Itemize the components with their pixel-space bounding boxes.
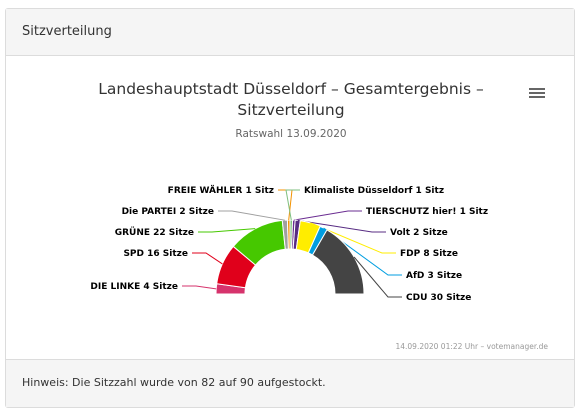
connector-line — [218, 210, 285, 221]
chart-title: Landeshauptstadt Düsseldorf – Gesamterge… — [98, 80, 484, 119]
seat-chart: DIE LINKE 4 Sitze SPD 16 Sitze GRÜNE 22 Si… — [90, 185, 488, 303]
data-label: FDP 8 Sitze — [400, 249, 458, 259]
connector-line — [297, 219, 386, 233]
slice-cdu[interactable] — [311, 229, 365, 295]
chart-container: DIE LINKE 4 Sitze SPD 16 Sitze GRÜNE 22 Si… — [6, 56, 574, 361]
hamburger-menu-icon[interactable] — [526, 86, 548, 104]
data-label: GRÜNE 22 Sitze — [115, 227, 194, 238]
connector-line — [353, 256, 402, 298]
card-footer: Hinweis: Die Sitzzahl wurde von 82 auf 9… — [6, 359, 574, 407]
connector-line — [285, 189, 300, 221]
chart-subtitle: Ratswahl 13.09.2020 — [235, 128, 347, 140]
connector-line — [198, 228, 256, 233]
footer-note: Hinweis: Die Sitzzahl wurde von 82 auf 9… — [22, 376, 326, 389]
data-label: DIE LINKE 4 Sitze — [90, 282, 178, 292]
data-label: Die PARTEI 2 Sitze — [122, 207, 214, 217]
data-label: Klimaliste Düsseldorf 1 Sitz — [304, 186, 444, 196]
connector-line — [278, 189, 293, 221]
data-label: CDU 30 Sitze — [406, 293, 471, 303]
card-title: Sitzverteilung — [22, 24, 112, 39]
card-header: Sitzverteilung — [6, 9, 574, 56]
connector-line — [182, 285, 217, 290]
data-label: FREIE WÄHLER 1 Sitz — [168, 185, 274, 196]
data-label: SPD 16 Sitze — [123, 249, 188, 259]
data-label: TIERSCHUTZ hier! 1 Sitz — [366, 207, 488, 217]
data-label: Volt 2 Sitze — [390, 228, 448, 238]
connector-line — [310, 222, 396, 254]
connector-line — [293, 210, 362, 221]
data-label: AfD 3 Sitze — [406, 271, 462, 281]
seat-distribution-card: Sitzverteilung DIE LINKE 4 Sitze SPD 16 S… — [5, 8, 575, 408]
connector-line — [192, 252, 223, 265]
chart-credits[interactable]: 14.09.2020 01:22 Uhr – votemanager.de — [395, 342, 548, 351]
connector-line — [323, 227, 402, 276]
